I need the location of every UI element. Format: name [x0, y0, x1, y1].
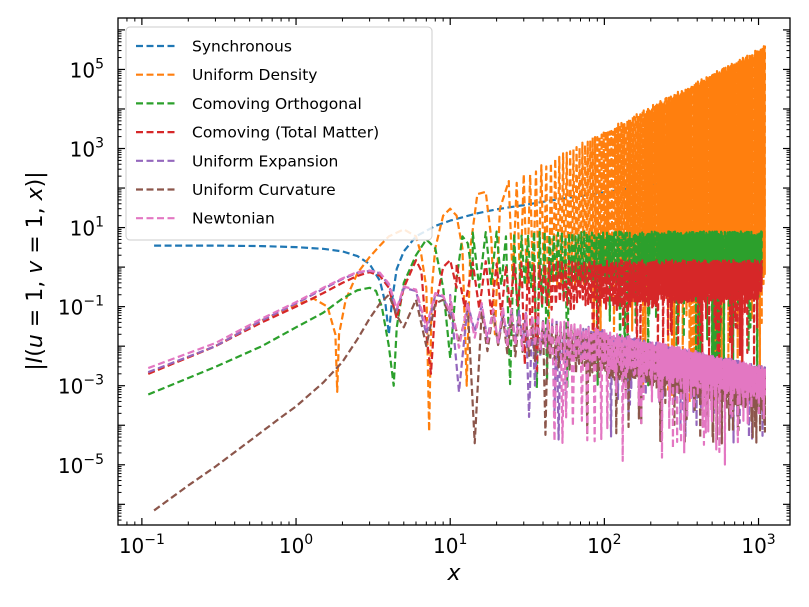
x-axis-label: x	[446, 561, 461, 586]
legend-label: Comoving (Total Matter)	[192, 124, 379, 142]
legend-label: Synchronous	[192, 38, 292, 56]
legend-box	[125, 26, 433, 241]
y-tick-label: 10−5	[58, 452, 104, 478]
y-axis-label: |I(u = 1, v = 1, x)|	[23, 171, 48, 370]
series-line-newtonian	[147, 269, 767, 466]
y-tick-label: 103	[70, 136, 104, 162]
series-layer	[147, 45, 767, 512]
x-tick-label: 100	[279, 532, 313, 558]
plot-frame	[117, 17, 791, 526]
legend-label: Uniform Curvature	[192, 181, 336, 199]
y-tick-label: 105	[70, 56, 104, 82]
x-tick-label: 103	[741, 532, 775, 558]
x-tick-label: 102	[587, 532, 621, 558]
series-line-comoving-total-matter	[147, 259, 763, 375]
y-tick-label: 10−3	[58, 373, 104, 399]
x-tick-label: 10−1	[119, 532, 165, 558]
y-tick-label: 101	[70, 215, 104, 241]
legend-label: Comoving Orthogonal	[192, 95, 362, 113]
y-tick-label: 10−1	[58, 294, 104, 320]
legend-label: Newtonian	[192, 210, 275, 228]
x-tick-label: 101	[433, 532, 467, 558]
legend: Synchronous Uniform Density Comoving Ortho…	[125, 26, 433, 241]
legend-label: Uniform Density	[192, 66, 317, 84]
ticks-layer: 10−1 100 101 102 103 10−5 10−3 10−1 101 103 105	[58, 17, 790, 558]
legend-label: Uniform Expansion	[192, 152, 338, 170]
